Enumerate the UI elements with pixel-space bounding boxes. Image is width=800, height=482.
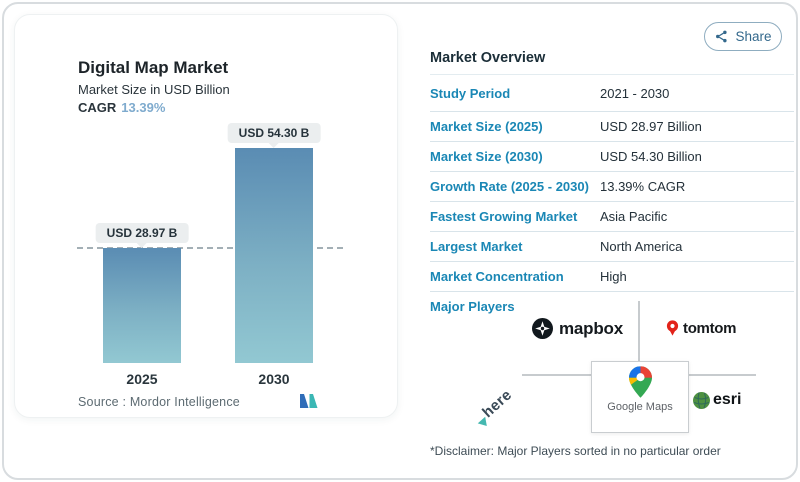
row-value: Asia Pacific: [600, 209, 668, 224]
bar-2025: [103, 248, 181, 363]
players-grid-hline-left: [522, 374, 591, 376]
chart-subtitle: Market Size in USD Billion: [78, 82, 230, 97]
major-players-label: Major Players: [430, 299, 515, 314]
player-tomtom-logo: tomtom: [666, 320, 737, 337]
table-row: Market Size (2025) USD 28.97 Billion: [430, 112, 794, 142]
tomtom-wordmark: tomtom: [683, 320, 737, 337]
table-row: Market Size (2030) USD 54.30 Billion: [430, 142, 794, 172]
row-value: 2021 - 2030: [600, 85, 670, 101]
row-label: Market Size (2030): [430, 149, 543, 164]
cagr-value: 13.39%: [121, 100, 166, 115]
row-value: 13.39% CAGR: [600, 179, 686, 194]
row-value: North America: [600, 239, 683, 254]
row-label: Study Period: [430, 85, 511, 101]
table-row: Largest Market North America: [430, 232, 794, 262]
row-value: High: [600, 269, 627, 284]
chart-title: Digital Map Market: [78, 58, 229, 77]
esri-globe-icon: [693, 391, 710, 409]
google-maps-wordmark: Google Maps: [607, 401, 673, 413]
table-row: Study Period 2021 - 2030: [430, 75, 794, 112]
players-grid-vline: [638, 301, 640, 361]
row-label: Market Size (2025): [430, 119, 543, 134]
player-mapbox-logo: mapbox: [532, 318, 623, 339]
market-overview-panel: Market Overview Study Period 2021 - 2030…: [430, 50, 794, 458]
x-axis-label-2030: 2030: [258, 371, 290, 387]
table-row: Growth Rate (2025 - 2030) 13.39% CAGR: [430, 172, 794, 202]
share-button-label: Share: [735, 29, 772, 44]
x-axis-label-2025: 2025: [126, 371, 158, 387]
share-button[interactable]: Share: [704, 22, 782, 51]
bar-value-label-2025: USD 28.97 B: [95, 223, 189, 244]
disclaimer-text: *Disclaimer: Major Players sorted in no …: [430, 444, 721, 458]
table-row: Market Concentration High: [430, 262, 794, 292]
row-label: Largest Market: [430, 239, 523, 254]
row-label: Growth Rate (2025 - 2030): [430, 179, 589, 194]
overview-title: Market Overview: [430, 50, 794, 75]
cagr-line: CAGR 13.39%: [78, 100, 165, 115]
table-row: Fastest Growing Market Asia Pacific: [430, 202, 794, 232]
bar-2030: [235, 147, 313, 363]
mordor-intelligence-logo-icon: [300, 394, 318, 413]
row-value: USD 28.97 Billion: [600, 119, 702, 134]
mapbox-icon: [532, 318, 553, 339]
source-text: Source : Mordor Intelligence: [78, 395, 240, 409]
google-maps-pin-icon: [592, 366, 688, 403]
chart-card: Digital Map Market Market Size in USD Bi…: [14, 14, 398, 418]
player-google-maps-card: Google Maps: [591, 361, 689, 433]
player-esri-logo: esri: [693, 391, 741, 409]
bar-value-label-2030: USD 54.30 B: [227, 122, 321, 143]
reference-dashed-line: [77, 247, 343, 250]
row-label: Fastest Growing Market: [430, 209, 578, 224]
row-value: USD 54.30 Billion: [600, 149, 702, 164]
row-label: Market Concentration: [430, 269, 564, 284]
share-icon: [714, 29, 729, 44]
players-grid-hline-right: [687, 374, 756, 376]
cagr-label: CAGR: [78, 100, 117, 115]
mapbox-wordmark: mapbox: [559, 318, 623, 338]
esri-wordmark: esri: [713, 391, 742, 408]
tomtom-pin-icon: [666, 320, 679, 337]
source-row: Source : Mordor Intelligence: [78, 394, 334, 409]
